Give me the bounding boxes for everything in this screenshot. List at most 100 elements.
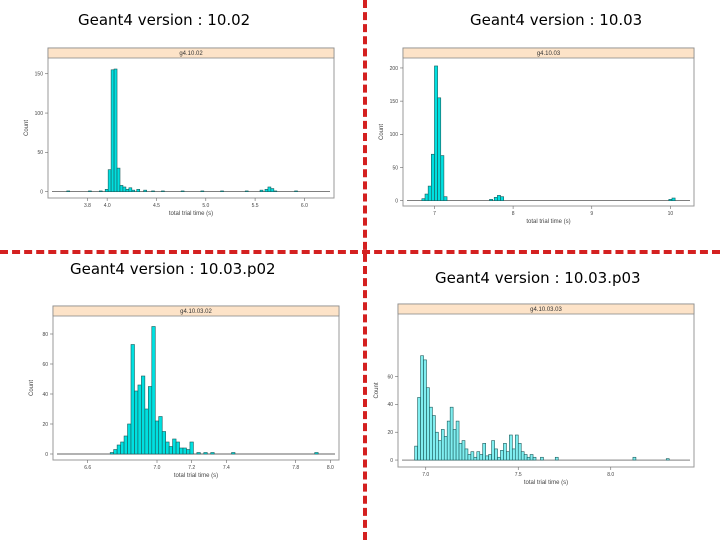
histogram-bar bbox=[98, 190, 103, 193]
panel-strip bbox=[397, 303, 695, 315]
histogram-bar bbox=[434, 65, 438, 201]
x-tick-label: 10 bbox=[668, 211, 674, 217]
x-axis-label: total trial time (s) bbox=[174, 473, 218, 479]
x-tick-label: 6.0 bbox=[301, 203, 308, 209]
plot-frame bbox=[52, 305, 340, 461]
histogram-bar bbox=[452, 429, 457, 461]
histogram-bar bbox=[151, 326, 156, 455]
histogram-bar bbox=[432, 415, 436, 461]
y-tick-label: 100 bbox=[35, 111, 44, 117]
x-tick-label: 3.8 bbox=[84, 203, 91, 209]
histogram-bar bbox=[203, 452, 208, 455]
y-tick-label: 40 bbox=[42, 392, 48, 398]
histogram-bar bbox=[182, 447, 187, 455]
histogram-bar bbox=[151, 190, 155, 193]
title-top-right: Geant4 version : 10.03 bbox=[470, 11, 643, 29]
histogram-bar bbox=[210, 452, 215, 455]
x-tick-label: 5.5 bbox=[252, 203, 259, 209]
histogram-bar bbox=[540, 456, 544, 461]
histogram-bar bbox=[421, 198, 426, 201]
x-tick-label: 7.0 bbox=[154, 465, 161, 471]
y-axis-label: Count bbox=[374, 382, 380, 398]
y-tick-label: 100 bbox=[390, 132, 399, 138]
histogram-bar bbox=[414, 445, 418, 461]
histogram-bar bbox=[154, 420, 160, 455]
panel-strip bbox=[52, 305, 340, 317]
y-tick-label: 200 bbox=[390, 66, 399, 72]
histogram-bar bbox=[427, 185, 432, 201]
histogram-bar bbox=[143, 189, 147, 193]
x-tick-label: 8.0 bbox=[327, 465, 334, 471]
histogram-bar bbox=[165, 441, 170, 455]
histogram-bar bbox=[119, 185, 124, 193]
histogram-bar bbox=[125, 189, 130, 193]
x-axis-label: total trial time (s) bbox=[524, 480, 568, 486]
histogram-bar bbox=[440, 155, 445, 201]
histogram-bar bbox=[485, 455, 489, 461]
histogram-bar bbox=[431, 153, 435, 201]
histogram-bar bbox=[488, 454, 492, 461]
histogram-bar bbox=[420, 355, 424, 461]
histogram-bar bbox=[440, 429, 445, 461]
histogram-bar bbox=[130, 344, 135, 455]
panel-strip-label: g4.10.03.03 bbox=[530, 307, 562, 313]
vertical-divider bbox=[363, 0, 367, 540]
histogram-bar bbox=[314, 452, 319, 455]
histogram-bar bbox=[141, 375, 146, 455]
histogram-bar bbox=[136, 189, 141, 193]
panel-strip bbox=[402, 47, 695, 59]
histogram-bar bbox=[220, 190, 224, 193]
histogram-bar bbox=[506, 451, 510, 461]
histogram-bar bbox=[449, 406, 454, 461]
x-tick-label: 7 bbox=[433, 211, 436, 217]
histogram-bar bbox=[520, 451, 525, 461]
panel-strip-label: g4.10.03.02 bbox=[180, 309, 212, 315]
y-tick-label: 80 bbox=[42, 332, 48, 338]
histogram-bar bbox=[200, 190, 205, 193]
histogram-bar bbox=[270, 188, 275, 193]
histogram-bar bbox=[461, 440, 466, 461]
histogram-bar bbox=[443, 436, 448, 461]
histogram-bar bbox=[273, 190, 278, 193]
y-tick-label: 60 bbox=[42, 362, 48, 368]
histogram-bar bbox=[665, 458, 670, 461]
x-tick-label: 7.8 bbox=[292, 465, 299, 471]
histogram-bar bbox=[179, 447, 184, 455]
histogram-bar bbox=[186, 449, 191, 455]
histogram-bar bbox=[509, 434, 513, 461]
histogram-bar bbox=[554, 456, 559, 461]
x-tick-label: 7.0 bbox=[422, 472, 429, 478]
y-tick-label: 0 bbox=[395, 198, 398, 204]
histogram-bar bbox=[417, 397, 421, 461]
y-tick-label: 150 bbox=[35, 72, 44, 78]
histogram-bar bbox=[122, 186, 127, 193]
histogram-bar bbox=[438, 440, 442, 461]
panel-strip-label: g4.10.03 bbox=[537, 51, 561, 57]
histogram-bar bbox=[127, 423, 132, 455]
x-tick-label: 7.4 bbox=[223, 465, 230, 471]
histogram-bar bbox=[523, 454, 528, 461]
x-tick-label: 4.5 bbox=[153, 203, 160, 209]
histogram-bar bbox=[134, 390, 139, 455]
histogram-bar bbox=[161, 431, 166, 455]
histogram-bar bbox=[175, 441, 180, 455]
histogram-bar bbox=[172, 438, 177, 455]
histogram-bar bbox=[244, 190, 249, 193]
histogram-bar bbox=[259, 189, 264, 193]
histogram-bar bbox=[426, 387, 430, 461]
histogram-bar bbox=[161, 190, 165, 193]
histogram-bar bbox=[532, 456, 537, 461]
x-tick-label: 8.0 bbox=[607, 472, 614, 478]
histogram-g4-10-02: g4.10.02 3.8 4.0 4.5 5.0 5.5 6.0 0 50 100 150 total… bbox=[24, 47, 335, 217]
histogram-bar bbox=[500, 450, 504, 461]
histogram-bar bbox=[429, 406, 433, 461]
y-tick-label: 150 bbox=[390, 99, 399, 105]
histogram-bar bbox=[497, 456, 501, 461]
histogram-bar bbox=[512, 448, 516, 461]
histogram-bar bbox=[131, 189, 136, 193]
histogram-bar bbox=[168, 446, 173, 455]
histogram-bar bbox=[113, 449, 118, 455]
histogram-bar bbox=[671, 197, 676, 201]
y-tick-label: 0 bbox=[390, 458, 393, 464]
